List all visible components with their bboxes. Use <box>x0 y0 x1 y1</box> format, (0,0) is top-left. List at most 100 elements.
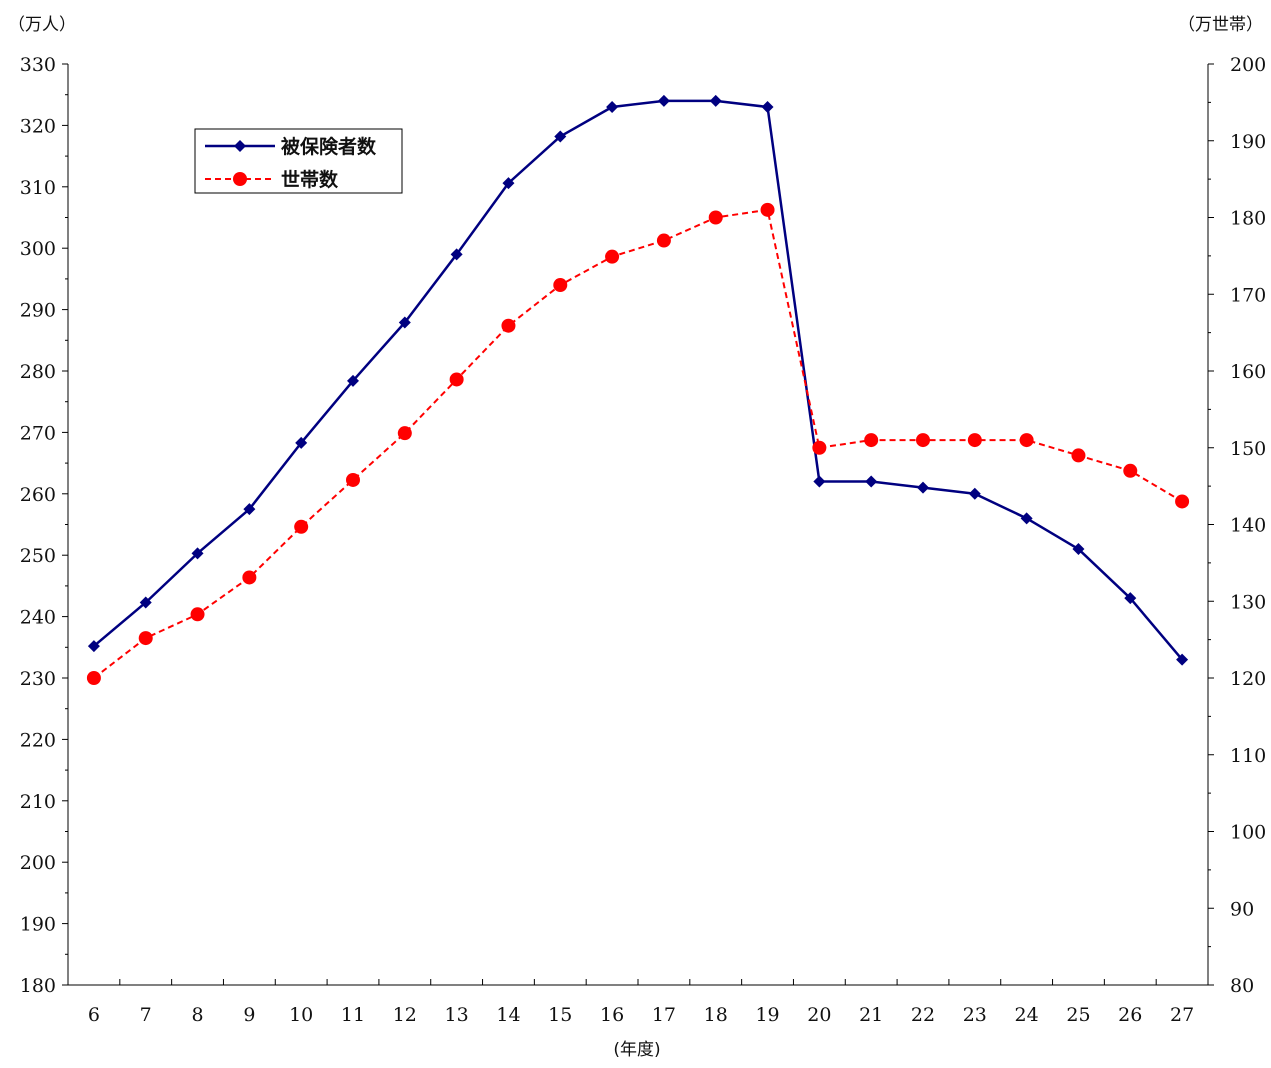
x-tick-label: 13 <box>445 1004 469 1026</box>
left-y-tick-label: 290 <box>20 300 56 322</box>
insured-count-point <box>450 248 463 261</box>
household-count-point <box>397 426 412 441</box>
x-tick-label: 12 <box>393 1004 417 1026</box>
left-y-tick-label: 200 <box>20 852 56 874</box>
x-tick-label: 26 <box>1118 1004 1142 1026</box>
left-y-tick-label: 240 <box>20 607 56 629</box>
x-tick-label: 23 <box>963 1004 987 1026</box>
axes-group: 180 190 200 210 220 230 240 250 260 270 280 290 300 3… <box>20 54 1267 1026</box>
left-y-tick-label: 280 <box>20 361 56 383</box>
x-tick-label: 22 <box>911 1004 935 1026</box>
x-tick-label: 19 <box>755 1004 779 1026</box>
left-y-tick-label: 310 <box>20 177 56 199</box>
household-count-point <box>86 671 101 685</box>
left-axis-unit-label: （万人） <box>8 15 76 35</box>
x-tick-label: 16 <box>600 1004 624 1026</box>
household-count-point <box>294 519 309 534</box>
right-y-tick-label: 100 <box>1230 822 1266 844</box>
insured-count-series-line <box>93 99 1184 661</box>
insured-count-point <box>813 475 826 488</box>
insured-count-point <box>243 503 256 516</box>
insured-count-point <box>554 130 567 143</box>
household-count-point <box>346 472 360 487</box>
legend-box <box>194 128 403 194</box>
household-count-point <box>967 433 982 448</box>
insured-count-point <box>347 374 359 387</box>
x-tick-label: 15 <box>548 1004 572 1026</box>
insured-count-point <box>761 100 774 113</box>
x-tick-label: 21 <box>859 1004 883 1026</box>
insured-count-point <box>917 481 929 494</box>
x-tick-label: 14 <box>496 1004 520 1026</box>
left-y-tick-label: 300 <box>20 238 56 260</box>
household-count-point <box>190 607 205 622</box>
insured-count-point <box>606 100 619 113</box>
insured-count-point <box>295 436 308 449</box>
right-y-tick-label: 160 <box>1230 361 1266 383</box>
household-count-point <box>1123 463 1138 478</box>
x-tick-label: 10 <box>289 1004 313 1026</box>
legend-label-household-count: 世帯数 <box>281 168 339 191</box>
left-y-tick-label: 320 <box>20 115 56 137</box>
x-tick-label: 6 <box>88 1004 100 1026</box>
right-y-tick-label: 120 <box>1230 668 1266 690</box>
insured-count-point <box>139 596 152 609</box>
left-y-tick-label: 260 <box>20 484 56 506</box>
left-y-tick-label: 270 <box>20 422 56 444</box>
household-count-point <box>864 433 879 448</box>
x-tick-label: 27 <box>1170 1004 1194 1026</box>
household-count-point <box>1071 448 1086 463</box>
x-tick-label: 8 <box>191 1004 203 1026</box>
legend-label-insured-count: 被保険者数 <box>281 135 377 158</box>
household-count-point <box>916 433 930 448</box>
left-y-tick-label: 220 <box>20 729 56 751</box>
left-y-tick-label: 180 <box>20 975 56 997</box>
left-y-tick-label: 190 <box>20 914 56 936</box>
household-count-point <box>501 318 516 333</box>
household-count-point <box>656 233 671 248</box>
insured-count-point <box>1072 543 1085 556</box>
household-count-series-line <box>93 208 1183 679</box>
insured-count-point <box>191 547 204 560</box>
x-axis-title: (年度) <box>613 1040 660 1060</box>
insured-count-point <box>398 316 411 329</box>
left-y-tick-label: 230 <box>20 668 56 690</box>
x-tick-label: 7 <box>140 1004 152 1026</box>
legend-marker-insured-count <box>234 140 246 152</box>
insured-count-point <box>1020 512 1033 525</box>
legend-marker-household-count <box>233 172 247 186</box>
insured-count-point <box>87 640 100 653</box>
left-y-tick-label: 250 <box>20 545 56 567</box>
insured-count-point <box>1176 653 1189 666</box>
right-y-tick-label: 190 <box>1230 131 1266 153</box>
right-y-tick-label: 110 <box>1230 745 1266 767</box>
insured-count-point <box>968 487 981 500</box>
x-tick-label: 20 <box>807 1004 831 1026</box>
right-axis-unit-label: （万世帯） <box>1178 15 1263 35</box>
x-tick-label: 24 <box>1015 1004 1039 1026</box>
insured-count-point <box>502 177 515 190</box>
left-y-tick-label: 330 <box>20 54 56 76</box>
insured-count-point <box>657 94 670 107</box>
insured-count-point <box>865 475 878 488</box>
right-y-tick-label: 180 <box>1230 208 1266 230</box>
household-count-point <box>708 210 723 225</box>
household-count-point <box>449 372 464 387</box>
right-y-tick-label: 200 <box>1230 54 1266 76</box>
household-count-point <box>242 570 257 585</box>
x-tick-label: 17 <box>652 1004 676 1026</box>
household-count-point <box>138 631 153 646</box>
right-y-tick-label: 170 <box>1230 284 1266 306</box>
right-y-tick-label: 90 <box>1230 898 1254 920</box>
household-count-point <box>553 278 568 293</box>
household-count-point <box>1175 494 1190 509</box>
household-count-point <box>605 249 620 264</box>
left-y-tick-label: 210 <box>20 791 56 813</box>
series-group <box>86 94 1190 685</box>
x-tick-label: 11 <box>341 1004 365 1026</box>
x-tick-label: 25 <box>1066 1004 1090 1026</box>
right-y-tick-label: 150 <box>1230 438 1266 460</box>
right-y-tick-label: 130 <box>1230 591 1266 613</box>
